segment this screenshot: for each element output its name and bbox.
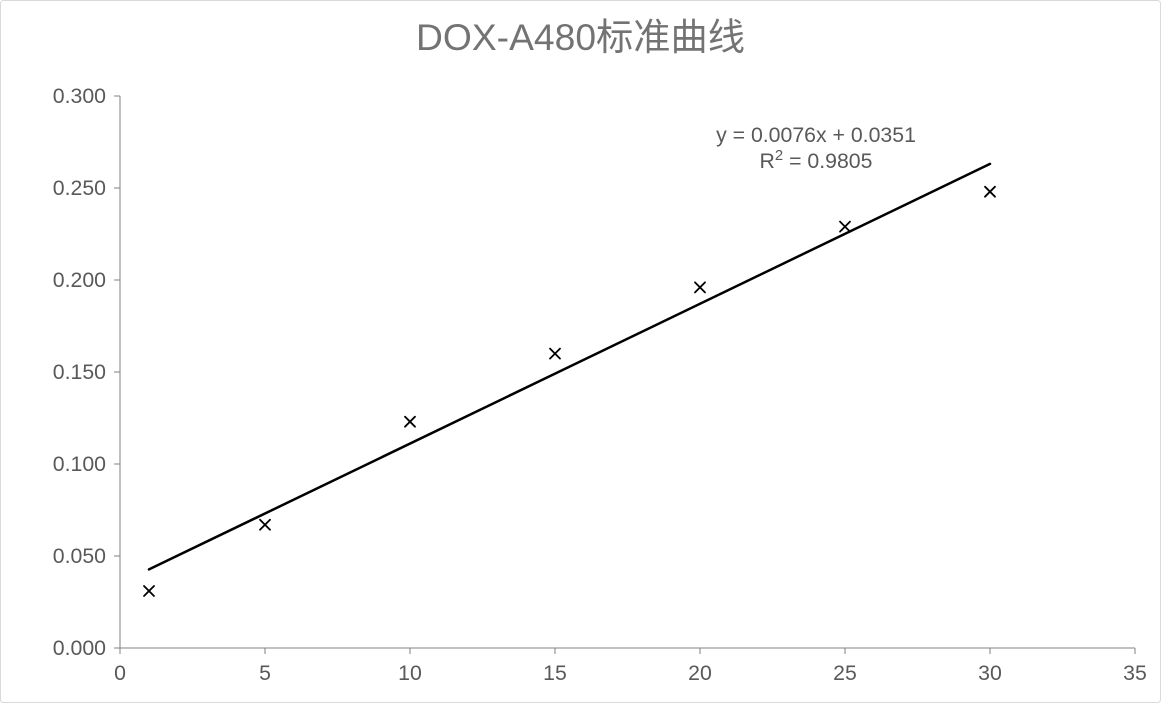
y-tick-label: 0.250 [53,176,106,200]
x-tick-label: 0 [114,661,126,685]
x-tick-label: 5 [259,661,271,685]
y-tick-label: 0.300 [53,84,106,108]
x-tick-label: 10 [398,661,422,685]
y-tick-label: 0.200 [53,268,106,292]
x-tick-label: 15 [543,661,567,685]
y-tick-label: 0.000 [53,636,106,660]
chart-outer-border [1,1,1161,703]
equation-line1: y = 0.0076x + 0.0351 [716,123,916,147]
y-tick-label: 0.150 [53,360,106,384]
y-tick-label: 0.100 [53,452,106,476]
x-tick-label: 20 [688,661,712,685]
x-tick-label: 25 [833,661,857,685]
x-tick-label: 35 [1123,661,1147,685]
chart-title: DOX-A480标准曲线 [416,16,745,58]
chart-svg: DOX-A480标准曲线 0 5 10 15 20 25 30 35 0.000 0.050 0.10… [0,0,1161,703]
chart-container: DOX-A480标准曲线 0 5 10 15 20 25 30 35 0.000 0.050 0.10… [0,0,1161,703]
y-tick-label: 0.050 [53,544,106,568]
x-tick-label: 30 [978,661,1002,685]
